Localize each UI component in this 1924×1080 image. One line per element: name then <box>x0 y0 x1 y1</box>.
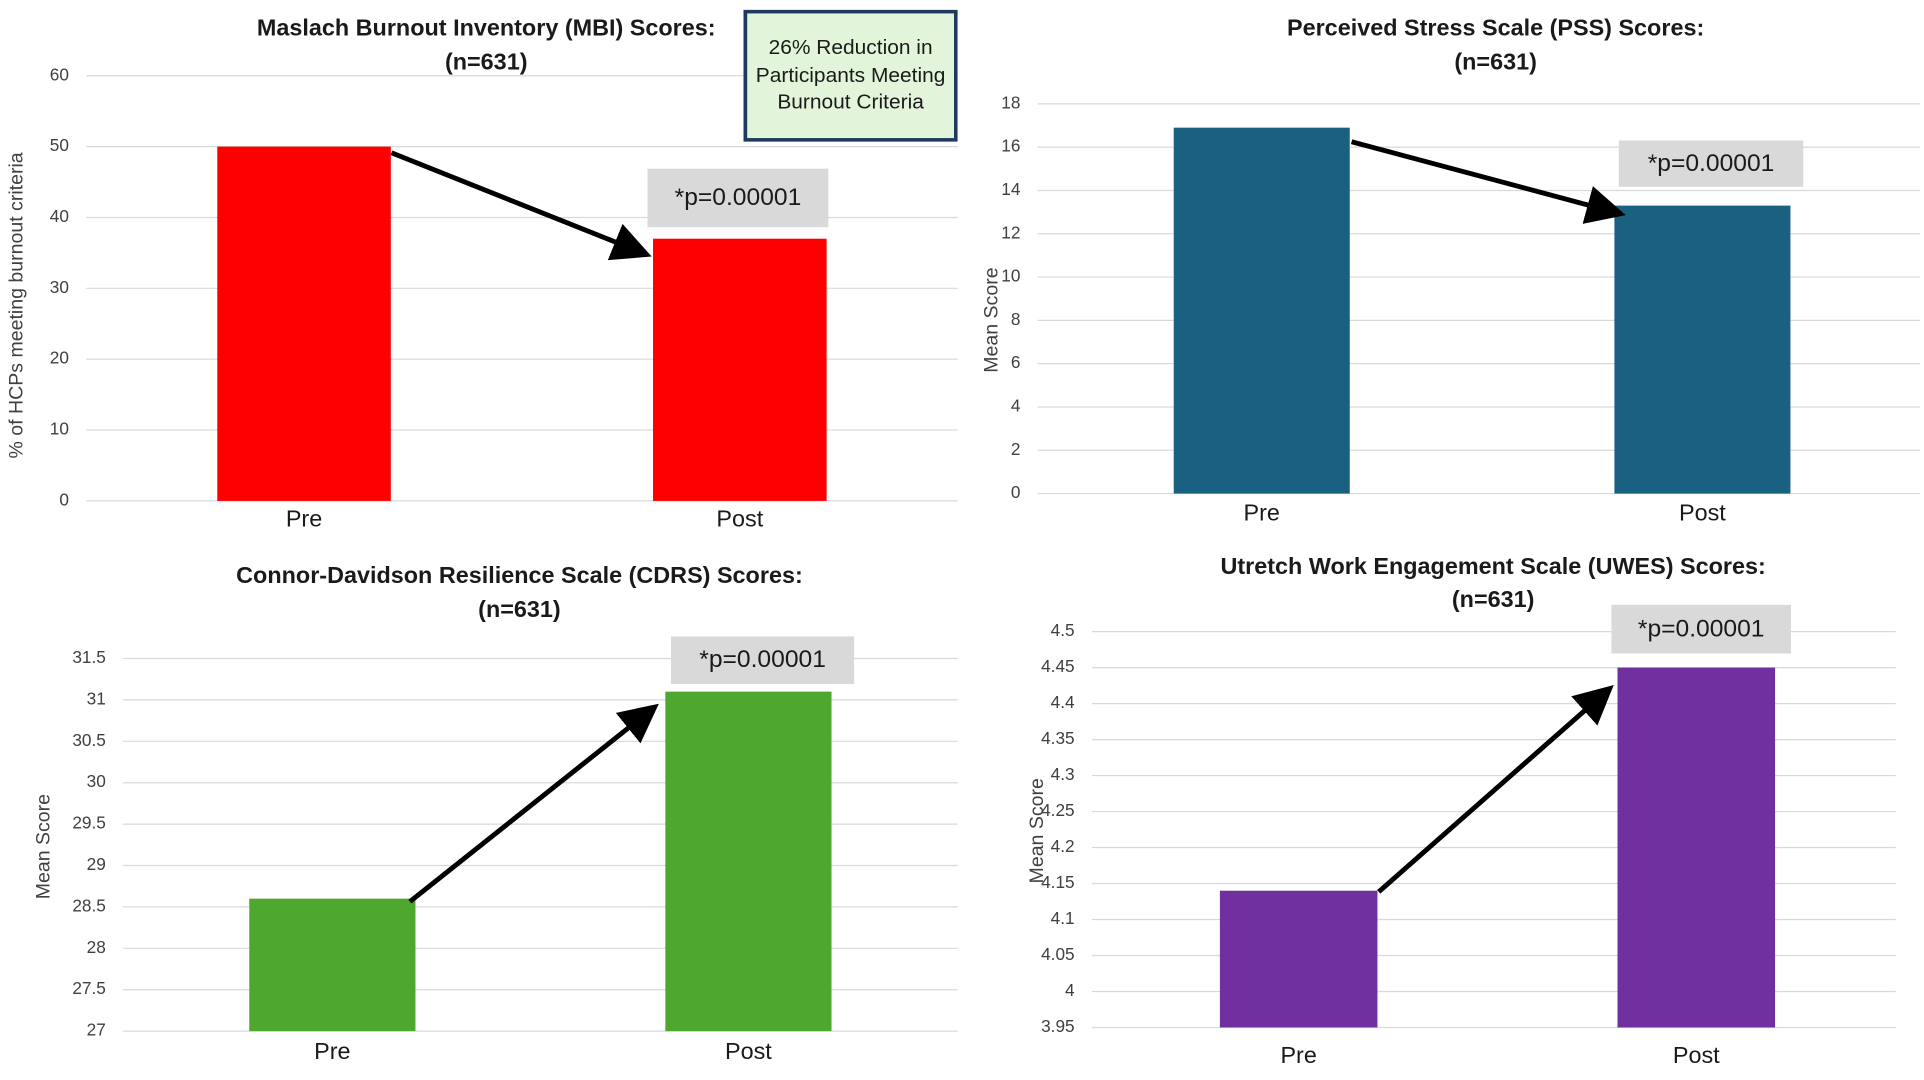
x-tick-label: Pre <box>314 1038 350 1064</box>
y-axis-label: Mean Score <box>32 794 54 899</box>
trend-arrow <box>1377 685 1614 894</box>
p-value-label-box: *p=0.00001 <box>1611 604 1792 654</box>
x-tick-label: Post <box>716 506 763 532</box>
y-tick-label: 0 <box>59 489 69 509</box>
y-tick-label: 6 <box>1011 352 1021 372</box>
y-tick-label: 20 <box>50 348 69 368</box>
p-value-label: *p=0.00001 <box>670 636 855 685</box>
y-axis-label: % of HCPs meeting burnout criteria <box>5 152 27 458</box>
x-tick-label: Post <box>1673 1042 1720 1068</box>
y-tick-label: 4.45 <box>1041 656 1075 676</box>
bar <box>217 146 391 501</box>
chart-subtitle: (n=631) <box>1452 586 1535 612</box>
callout-box: 26% Reduction in Participants Meeting Bu… <box>743 9 958 142</box>
x-tick-label: Pre <box>286 506 322 532</box>
y-tick-label: 2 <box>1011 439 1021 459</box>
y-axis-label: Mean Score <box>1026 778 1048 883</box>
p-value-label-box: *p=0.00001 <box>670 636 855 685</box>
bar <box>1617 667 1776 1028</box>
y-tick-label: 4 <box>1011 396 1021 416</box>
chart-title: Connor-Davidson Resilience Scale (CDRS) … <box>236 562 803 588</box>
chart-title: Maslach Burnout Inventory (MBI) Scores: <box>257 15 716 41</box>
y-tick-label: 27.5 <box>72 978 106 998</box>
trend-arrow <box>1350 139 1626 224</box>
bar <box>249 898 416 1032</box>
y-tick-label: 4.05 <box>1041 944 1075 964</box>
y-tick-label: 4.3 <box>1051 764 1075 784</box>
y-tick-label: 30 <box>87 771 106 791</box>
y-tick-label: 29.5 <box>72 813 106 833</box>
y-tick-label: 30 <box>50 277 69 297</box>
p-value-label-box: *p=0.00001 <box>647 168 829 228</box>
chart-subtitle: (n=631) <box>1454 49 1537 75</box>
y-tick-label: 31.5 <box>72 647 106 667</box>
chart-title: Perceived Stress Scale (PSS) Scores: <box>1287 15 1704 41</box>
bar <box>653 238 827 501</box>
y-tick-label: 28.5 <box>72 895 106 915</box>
chart-subtitle: (n=631) <box>478 596 561 622</box>
y-tick-label: 4 <box>1065 980 1075 1000</box>
trend-arrow <box>408 703 659 904</box>
p-value-label: *p=0.00001 <box>647 168 829 228</box>
y-tick-label: 4.35 <box>1041 728 1075 748</box>
bar <box>1219 890 1378 1028</box>
y-tick-label: 18 <box>1001 92 1020 112</box>
y-tick-label: 4.2 <box>1051 836 1075 856</box>
y-tick-label: 4.15 <box>1041 872 1075 892</box>
y-tick-label: 29 <box>87 854 106 874</box>
x-tick-label: Pre <box>1280 1042 1316 1068</box>
y-axis-label: Mean Score <box>980 267 1002 372</box>
y-tick-label: 50 <box>50 135 69 155</box>
y-tick-label: 16 <box>1001 136 1020 156</box>
y-tick-label: 4.4 <box>1051 692 1075 712</box>
bar <box>665 691 832 1032</box>
y-tick-label: 10 <box>50 419 69 439</box>
chart-subtitle: (n=631) <box>445 49 528 75</box>
x-tick-label: Post <box>725 1038 772 1064</box>
y-tick-label: 10 <box>1001 266 1020 286</box>
y-tick-label: 31 <box>87 688 106 708</box>
y-tick-label: 14 <box>1001 179 1021 199</box>
y-tick-label: 27 <box>87 1020 106 1040</box>
y-tick-label: 12 <box>1001 222 1020 242</box>
callout: 26% Reduction in Participants Meeting Bu… <box>743 9 958 142</box>
chart-title: Utretch Work Engagement Scale (UWES) Sco… <box>1220 553 1765 579</box>
bar <box>1614 205 1791 494</box>
y-tick-label: 8 <box>1011 309 1021 329</box>
y-tick-label: 60 <box>50 64 69 84</box>
trend-arrow <box>390 150 652 261</box>
x-tick-label: Post <box>1679 500 1726 526</box>
y-tick-label: 4.5 <box>1051 620 1075 640</box>
y-tick-label: 28 <box>87 937 106 957</box>
p-value-label: *p=0.00001 <box>1618 140 1804 187</box>
bar <box>1173 127 1350 494</box>
y-tick-label: 0 <box>1011 482 1021 502</box>
x-tick-label: Pre <box>1244 500 1280 526</box>
p-value-label: *p=0.00001 <box>1611 604 1792 654</box>
y-tick-label: 40 <box>50 206 69 226</box>
y-tick-label: 3.95 <box>1041 1016 1075 1036</box>
y-tick-label: 30.5 <box>72 730 106 750</box>
y-tick-label: 4.1 <box>1051 908 1075 928</box>
p-value-label-box: *p=0.00001 <box>1618 140 1804 187</box>
y-tick-label: 4.25 <box>1041 800 1075 820</box>
